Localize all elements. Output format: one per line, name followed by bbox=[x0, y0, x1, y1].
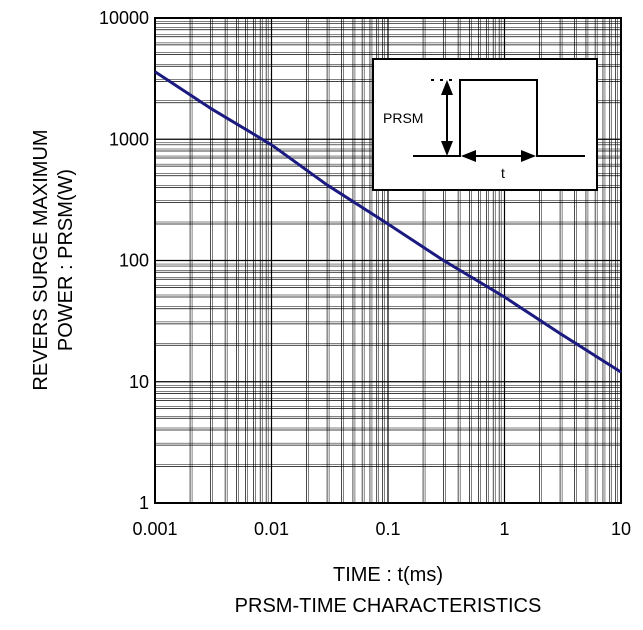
x-tick-label: 10 bbox=[611, 519, 631, 539]
x-tick-labels: 0.001 0.01 0.1 1 10 bbox=[132, 519, 631, 539]
y-tick-label: 10 bbox=[129, 372, 149, 392]
plot-frame bbox=[154, 17, 622, 504]
series-line bbox=[154, 70, 622, 374]
t-arrow-right bbox=[521, 150, 536, 162]
pulse-waveform bbox=[413, 79, 585, 157]
x-tick-label: 0.01 bbox=[254, 519, 289, 539]
x-tick-label: 1 bbox=[499, 519, 509, 539]
pulse-inset: PRSM t bbox=[372, 58, 598, 191]
y-tick-label: 10000 bbox=[99, 8, 149, 28]
prsm-arrow-up bbox=[441, 80, 453, 95]
x-tick-label: 0.1 bbox=[375, 519, 400, 539]
inset-t-label: t bbox=[501, 165, 505, 181]
prsm-arrow-down bbox=[441, 141, 453, 156]
y-tick-label: 100 bbox=[119, 251, 149, 271]
t-arrow-left bbox=[461, 150, 476, 162]
y-tick-label: 1 bbox=[139, 493, 149, 513]
y-axis-label-line-2: POWER : PRSM(W) bbox=[55, 169, 77, 351]
x-axis-label: TIME : t(ms) bbox=[333, 564, 443, 586]
inset-prsm-label: PRSM bbox=[383, 110, 423, 126]
y-tick-labels: 1 10 100 1000 10000 bbox=[99, 8, 149, 513]
x-tick-label: 0.001 bbox=[132, 519, 177, 539]
y-axis-label-line-1: REVERS SURGE MAXIMUM bbox=[30, 129, 52, 390]
chart-title: PRSM-TIME CHARACTERISTICS bbox=[235, 595, 542, 617]
y-tick-label: 1000 bbox=[109, 129, 149, 149]
